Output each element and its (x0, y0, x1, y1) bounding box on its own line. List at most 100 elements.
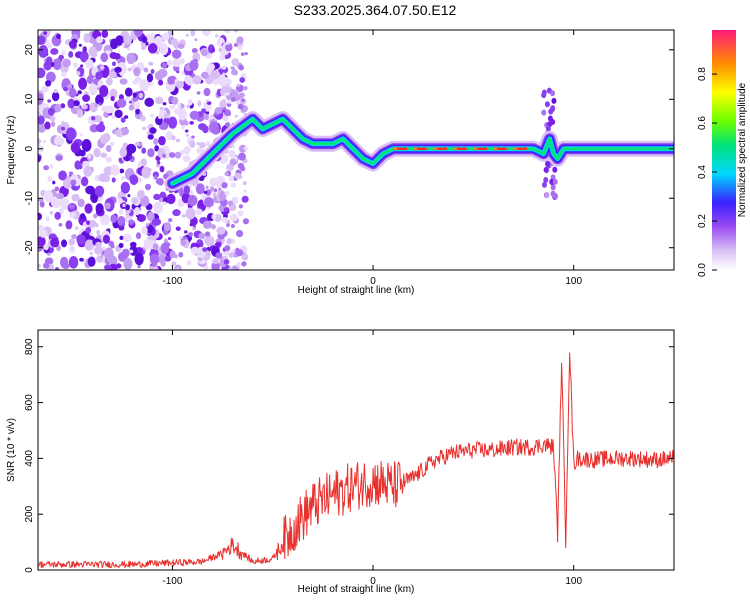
noise-blob (65, 127, 76, 141)
noise-blob (226, 95, 232, 100)
noise-blob (70, 142, 80, 154)
noise-blob (77, 90, 82, 95)
noise-blob (141, 226, 148, 235)
noise-blob (79, 213, 86, 220)
noise-blob (243, 85, 248, 91)
noise-blob (137, 161, 142, 168)
noise-blob (53, 88, 58, 94)
noise-blob (105, 144, 112, 153)
noise-blob (551, 97, 557, 104)
noise-blob (55, 192, 64, 200)
noise-blob (109, 255, 118, 267)
noise-blob (175, 226, 181, 231)
noise-blob (90, 116, 96, 121)
noise-blob (111, 114, 115, 119)
noise-blob (85, 226, 92, 234)
noise-blob (114, 109, 123, 119)
noise-blob (87, 256, 96, 267)
noise-blob (47, 252, 51, 256)
noise-blob (238, 204, 244, 209)
noise-blob (178, 251, 184, 258)
noise-blob (231, 224, 235, 228)
noise-blob (140, 158, 147, 167)
noise-blob (221, 216, 228, 223)
noise-blob (115, 129, 123, 138)
y-tick-label: 600 (24, 394, 35, 411)
noise-blob (110, 38, 119, 50)
noise-blob (99, 214, 110, 226)
noise-blob (224, 190, 230, 196)
noise-blob (235, 229, 244, 238)
noise-blob (203, 190, 208, 194)
noise-blob (98, 173, 108, 183)
noise-blob (230, 66, 234, 70)
noise-blob (95, 203, 104, 214)
noise-blob (154, 70, 164, 81)
noise-blob (47, 107, 55, 116)
noise-blob (241, 98, 245, 103)
noise-blob (82, 46, 87, 53)
noise-blob (84, 239, 95, 251)
noise-blob (153, 193, 161, 201)
noise-blob (68, 50, 74, 58)
noise-blob (181, 214, 186, 218)
noise-blob (47, 176, 53, 182)
snr-ylabel: SNR (10 * v/v) (6, 418, 17, 482)
noise-blob (88, 219, 97, 228)
noise-blob (162, 153, 166, 158)
noise-blob (96, 36, 104, 44)
noise-blob (186, 77, 194, 86)
noise-blob (221, 65, 227, 70)
noise-blob (210, 70, 221, 80)
noise-blob (203, 113, 209, 121)
noise-blob (133, 67, 141, 77)
noise-blob (100, 52, 109, 63)
noise-blob (541, 181, 547, 188)
noise-blob (240, 52, 245, 56)
noise-blob (224, 245, 231, 252)
noise-blob (93, 147, 101, 158)
noise-blob (223, 116, 229, 122)
noise-blob (209, 177, 219, 187)
noise-blob (121, 42, 125, 47)
noise-blob (60, 256, 69, 269)
noise-blob (137, 264, 141, 269)
noise-blob (73, 100, 80, 107)
noise-blob (86, 75, 94, 85)
snr-series-line (38, 352, 674, 569)
noise-blob (155, 96, 163, 104)
snr-frame (37, 329, 675, 571)
noise-blob (68, 204, 75, 210)
noise-blob (38, 235, 46, 247)
noise-blob (94, 103, 98, 107)
noise-blob (101, 105, 107, 112)
noise-blob (168, 218, 173, 223)
noise-blob (49, 164, 54, 169)
noise-blob (215, 241, 222, 248)
noise-blob (119, 78, 128, 85)
noise-blob (96, 87, 101, 90)
noise-blob (192, 225, 196, 228)
noise-blob (183, 185, 191, 195)
noise-blob (162, 102, 167, 106)
noise-blob (92, 213, 98, 219)
noise-blob (65, 220, 73, 230)
x-tick-label: 0 (370, 276, 376, 287)
noise-blob (58, 208, 64, 215)
spectrogram-ylabel: Frequency (Hz) (6, 116, 17, 185)
noise-blob (38, 143, 41, 147)
noise-blob (230, 213, 238, 222)
noise-blob (102, 234, 111, 244)
noise-blob (224, 171, 229, 177)
noise-blob (134, 252, 144, 266)
noise-blob (101, 30, 109, 39)
noise-blob (230, 97, 236, 102)
noise-blob (167, 116, 178, 129)
noise-blob (148, 81, 153, 87)
noise-blob (123, 257, 133, 270)
noise-blob (141, 36, 148, 44)
noise-blob (204, 231, 211, 237)
noise-blob (119, 71, 124, 77)
noise-blob (135, 232, 142, 240)
